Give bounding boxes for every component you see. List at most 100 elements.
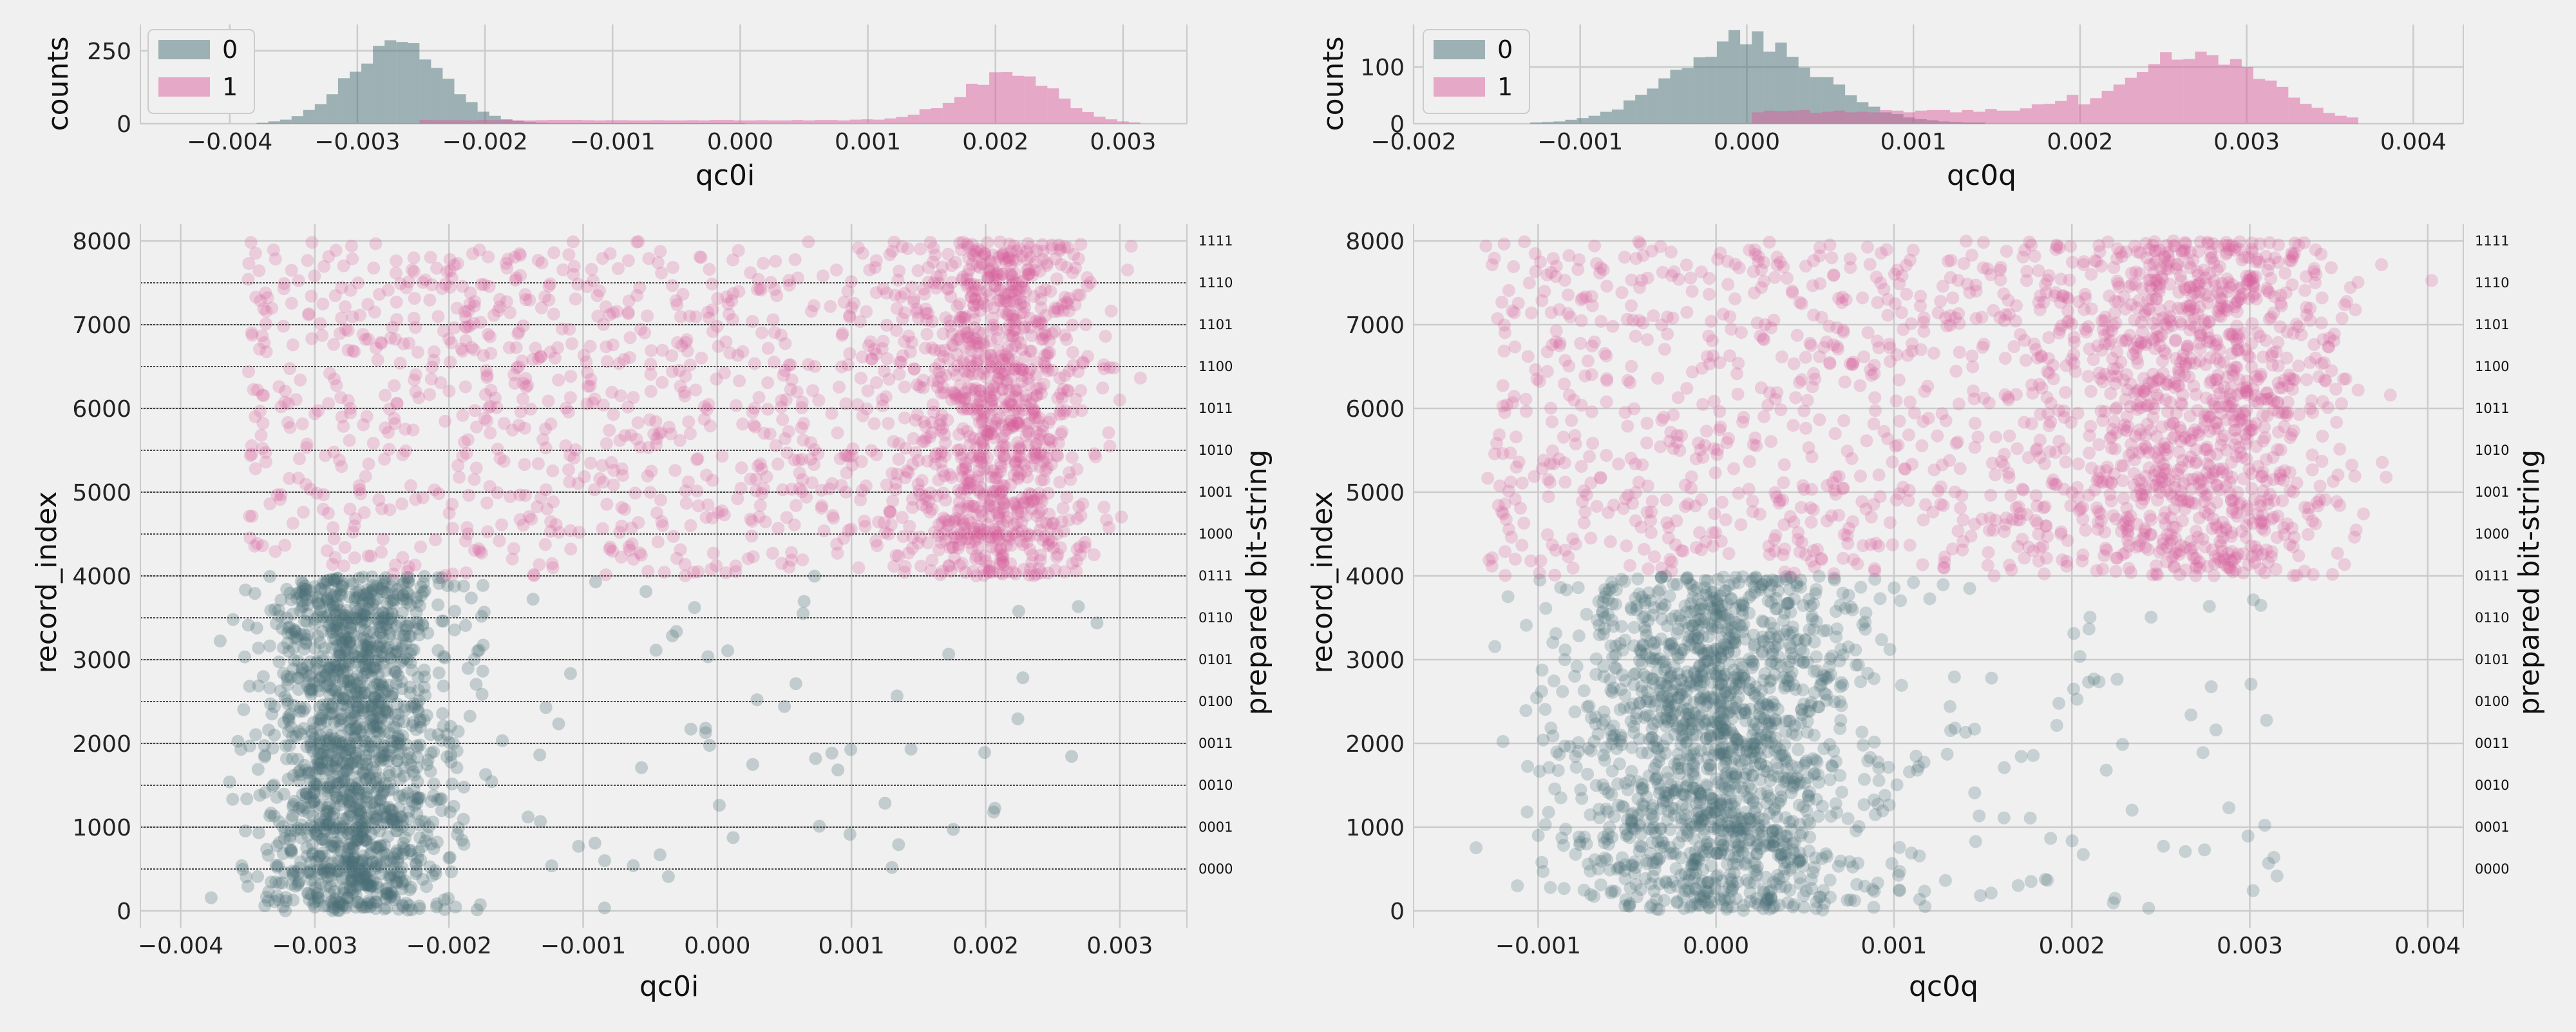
scatter-point — [559, 439, 573, 452]
histogram-bar — [989, 72, 1001, 124]
scatter-point — [464, 591, 478, 605]
scatter-point — [321, 780, 335, 794]
scatter-point — [321, 678, 334, 692]
scatter-point — [335, 460, 348, 473]
scatter-point — [404, 844, 417, 857]
scatter-point — [1854, 580, 1868, 594]
x-tick-label: −0.003 — [314, 129, 400, 155]
scatter-point — [305, 874, 318, 887]
scatter-point — [358, 686, 372, 700]
scatter-point — [345, 642, 359, 655]
histogram-bar — [780, 120, 792, 124]
scatter-point — [395, 642, 409, 655]
scatter-point — [1894, 594, 1908, 607]
scatter-point — [682, 415, 696, 428]
scatter-point — [355, 660, 368, 674]
scatter-point — [1582, 741, 1595, 755]
scatter-point — [386, 568, 400, 581]
y-tick-label: 8000 — [72, 229, 131, 255]
scatter-point — [650, 438, 663, 452]
scatter-point — [1103, 439, 1117, 453]
scatter-point — [359, 608, 373, 622]
scatter-point — [497, 454, 511, 468]
scatter-point — [278, 690, 292, 703]
scatter-point — [413, 899, 426, 913]
scatter-point — [789, 677, 802, 691]
scatter-point — [1037, 377, 1050, 391]
scatter-point — [261, 894, 275, 908]
scatter-point — [402, 805, 415, 818]
scatter-point — [322, 817, 336, 831]
scatter-point — [343, 799, 357, 812]
scatter-point — [417, 664, 431, 677]
scatter-point — [562, 405, 575, 419]
scatter-point — [314, 712, 328, 725]
scatter-point — [1053, 475, 1066, 489]
scatter-point — [999, 441, 1013, 454]
scatter-point — [703, 311, 716, 325]
scatter-point — [427, 842, 440, 855]
scatter-point — [745, 530, 759, 543]
histogram-bar — [1775, 43, 1787, 124]
histogram-bar — [1821, 111, 1833, 124]
scatter-point — [390, 397, 404, 410]
scatter-point — [399, 874, 412, 888]
scatter-point — [769, 254, 782, 268]
scatter-point — [407, 783, 421, 796]
scatter-point — [330, 379, 343, 392]
scatter-point — [836, 327, 849, 340]
scatter-point — [410, 807, 424, 820]
histogram-bar — [931, 108, 943, 124]
scatter-point — [328, 654, 341, 667]
scatter-point — [346, 852, 360, 866]
histogram-bar — [2265, 81, 2277, 124]
scatter-point — [952, 504, 965, 517]
scatter-point — [956, 422, 970, 435]
scatter-point — [346, 252, 359, 265]
scatter-point — [1803, 830, 1817, 844]
scatter-point — [1883, 643, 1897, 656]
scatter-point — [413, 599, 426, 613]
scatter-point — [320, 544, 334, 557]
x-tick-label: 0.002 — [962, 129, 1028, 155]
scatter-point — [1654, 822, 1667, 836]
scatter-point — [580, 397, 594, 410]
scatter-point — [314, 317, 327, 330]
scatter-point — [383, 640, 396, 654]
scatter-point — [272, 893, 286, 906]
scatter-point — [1592, 595, 1605, 608]
scatter-point — [298, 702, 312, 715]
scatter-point — [1597, 705, 1611, 718]
scatter-point — [204, 891, 218, 904]
scatter-point — [323, 619, 336, 633]
x-tick-label: 0.002 — [2047, 129, 2113, 155]
scatter-point — [856, 247, 869, 260]
scatter-point — [473, 244, 486, 257]
scatter-point — [916, 435, 929, 448]
scatter-point — [588, 483, 601, 497]
scatter-point — [359, 686, 372, 700]
scatter-point — [321, 785, 334, 798]
scatter-point — [1923, 592, 1937, 606]
scatter-point — [336, 794, 350, 808]
scatter-point — [390, 254, 403, 267]
scatter-point — [336, 898, 349, 912]
scatter-point — [649, 415, 663, 428]
scatter-point — [1003, 254, 1016, 267]
scatter-point — [306, 848, 319, 861]
scatter-point — [402, 336, 415, 350]
histogram-bar — [978, 84, 990, 124]
bitstring-label: 0100 — [1198, 694, 1233, 709]
scatter-point — [895, 240, 909, 253]
scatter-point — [386, 687, 400, 700]
scatter-point — [1056, 502, 1070, 515]
x-tick-label: −0.004 — [187, 129, 272, 155]
scatter-point — [327, 532, 341, 546]
scatter-point — [375, 502, 388, 515]
scatter-point — [288, 794, 301, 808]
histogram-bar — [350, 72, 362, 124]
scatter-point — [448, 579, 461, 593]
scatter-point — [393, 277, 407, 291]
scatter-point — [319, 714, 333, 728]
histogram-bar — [1763, 52, 1776, 124]
